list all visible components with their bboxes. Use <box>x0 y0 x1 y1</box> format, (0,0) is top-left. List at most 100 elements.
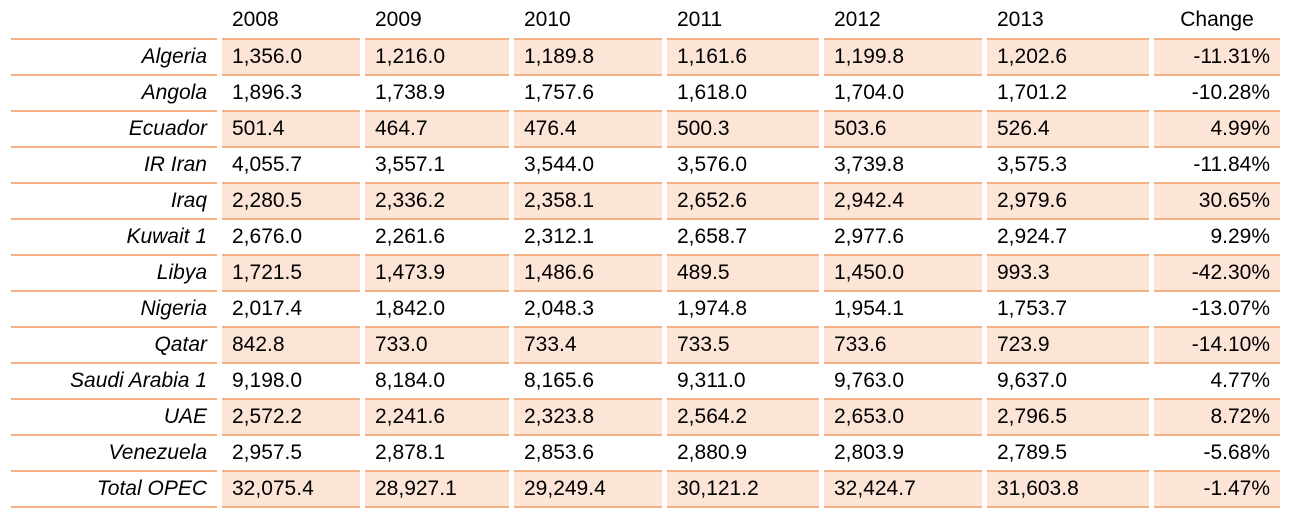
value-cell: 2,979.6 <box>987 182 1149 218</box>
value-cell: 733.4 <box>514 326 662 362</box>
data-table: 2008 2009 2010 2011 2012 2013 Change Algeria 1,3… <box>6 2 1285 508</box>
table-row: Angola 1,896.3 1,738.9 1,757.6 1,618.0 1,704.… <box>11 74 1280 110</box>
change-cell: 9.29% <box>1154 218 1280 254</box>
change-cell: 4.99% <box>1154 110 1280 146</box>
value-cell: 3,544.0 <box>514 146 662 182</box>
value-cell: 2,789.5 <box>987 434 1149 470</box>
value-cell: 993.3 <box>987 254 1149 290</box>
value-cell: 733.6 <box>824 326 982 362</box>
value-cell: 2,957.5 <box>222 434 360 470</box>
value-cell: 526.4 <box>987 110 1149 146</box>
value-cell: 2,241.6 <box>365 398 509 434</box>
change-cell: -13.07% <box>1154 290 1280 326</box>
value-cell: 723.9 <box>987 326 1149 362</box>
row-label: IR Iran <box>11 146 217 182</box>
value-cell: 3,575.3 <box>987 146 1149 182</box>
value-cell: 1,189.8 <box>514 38 662 74</box>
value-cell: 28,927.1 <box>365 470 509 508</box>
value-cell: 476.4 <box>514 110 662 146</box>
value-cell: 30,121.2 <box>667 470 819 508</box>
value-cell: 733.0 <box>365 326 509 362</box>
value-cell: 2,880.9 <box>667 434 819 470</box>
row-label: Libya <box>11 254 217 290</box>
value-cell: 32,424.7 <box>824 470 982 508</box>
value-cell: 1,753.7 <box>987 290 1149 326</box>
corner-cell <box>11 2 217 38</box>
value-cell: 500.3 <box>667 110 819 146</box>
value-cell: 1,704.0 <box>824 74 982 110</box>
value-cell: 2,572.2 <box>222 398 360 434</box>
value-cell: 2,853.6 <box>514 434 662 470</box>
row-label: Kuwait 1 <box>11 218 217 254</box>
row-label: Angola <box>11 74 217 110</box>
table-row: Kuwait 1 2,676.0 2,261.6 2,312.1 2,658.7 2,97… <box>11 218 1280 254</box>
change-cell: -11.84% <box>1154 146 1280 182</box>
value-cell: 2,878.1 <box>365 434 509 470</box>
value-cell: 4,055.7 <box>222 146 360 182</box>
row-label: Algeria <box>11 38 217 74</box>
change-cell: -5.68% <box>1154 434 1280 470</box>
value-cell: 1,896.3 <box>222 74 360 110</box>
value-cell: 503.6 <box>824 110 982 146</box>
value-cell: 1,757.6 <box>514 74 662 110</box>
change-cell: 8.72% <box>1154 398 1280 434</box>
value-cell: 1,738.9 <box>365 74 509 110</box>
table-row: UAE 2,572.2 2,241.6 2,323.8 2,564.2 2,653.0 2,… <box>11 398 1280 434</box>
value-cell: 2,048.3 <box>514 290 662 326</box>
table-row: Ecuador 501.4 464.7 476.4 500.3 503.6 526.4 4.9… <box>11 110 1280 146</box>
value-cell: 2,652.6 <box>667 182 819 218</box>
change-cell: -14.10% <box>1154 326 1280 362</box>
table-row: Venezuela 2,957.5 2,878.1 2,853.6 2,880.9 2,8… <box>11 434 1280 470</box>
row-label: Iraq <box>11 182 217 218</box>
value-cell: 3,739.8 <box>824 146 982 182</box>
change-cell: -10.28% <box>1154 74 1280 110</box>
value-cell: 1,216.0 <box>365 38 509 74</box>
table-row: IR Iran 4,055.7 3,557.1 3,544.0 3,576.0 3,739… <box>11 146 1280 182</box>
value-cell: 8,184.0 <box>365 362 509 398</box>
value-cell: 32,075.4 <box>222 470 360 508</box>
value-cell: 1,618.0 <box>667 74 819 110</box>
row-label: UAE <box>11 398 217 434</box>
value-cell: 2,796.5 <box>987 398 1149 434</box>
value-cell: 2,358.1 <box>514 182 662 218</box>
value-cell: 2,658.7 <box>667 218 819 254</box>
row-label: Ecuador <box>11 110 217 146</box>
change-cell: -42.30% <box>1154 254 1280 290</box>
value-cell: 1,202.6 <box>987 38 1149 74</box>
column-header: Change <box>1180 8 1254 31</box>
table-row: Libya 1,721.5 1,473.9 1,486.6 489.5 1,450.0 99… <box>11 254 1280 290</box>
table-row: Algeria 1,356.0 1,216.0 1,189.8 1,161.6 1,199… <box>11 38 1280 74</box>
value-cell: 29,249.4 <box>514 470 662 508</box>
value-cell: 842.8 <box>222 326 360 362</box>
value-cell: 2,261.6 <box>365 218 509 254</box>
value-cell: 489.5 <box>667 254 819 290</box>
value-cell: 2,017.4 <box>222 290 360 326</box>
value-cell: 1,721.5 <box>222 254 360 290</box>
value-cell: 2,653.0 <box>824 398 982 434</box>
column-header: 2011 <box>677 8 723 31</box>
table-row: Saudi Arabia 1 9,198.0 8,184.0 8,165.6 9,311… <box>11 362 1280 398</box>
table-row: Total OPEC 32,075.4 28,927.1 29,249.4 30,121… <box>11 470 1280 508</box>
value-cell: 2,323.8 <box>514 398 662 434</box>
value-cell: 8,165.6 <box>514 362 662 398</box>
table-row: Qatar 842.8 733.0 733.4 733.5 733.6 723.9 -14.1… <box>11 326 1280 362</box>
value-cell: 2,942.4 <box>824 182 982 218</box>
value-cell: 501.4 <box>222 110 360 146</box>
change-cell: -1.47% <box>1154 470 1280 508</box>
value-cell: 9,198.0 <box>222 362 360 398</box>
value-cell: 9,637.0 <box>987 362 1149 398</box>
value-cell: 1,199.8 <box>824 38 982 74</box>
column-header: 2013 <box>997 8 1044 31</box>
value-cell: 1,356.0 <box>222 38 360 74</box>
value-cell: 3,557.1 <box>365 146 509 182</box>
value-cell: 1,954.1 <box>824 290 982 326</box>
value-cell: 1,974.8 <box>667 290 819 326</box>
column-header: 2009 <box>375 8 422 31</box>
value-cell: 2,336.2 <box>365 182 509 218</box>
value-cell: 2,280.5 <box>222 182 360 218</box>
value-cell: 1,473.9 <box>365 254 509 290</box>
value-cell: 9,311.0 <box>667 362 819 398</box>
value-cell: 1,842.0 <box>365 290 509 326</box>
value-cell: 1,701.2 <box>987 74 1149 110</box>
